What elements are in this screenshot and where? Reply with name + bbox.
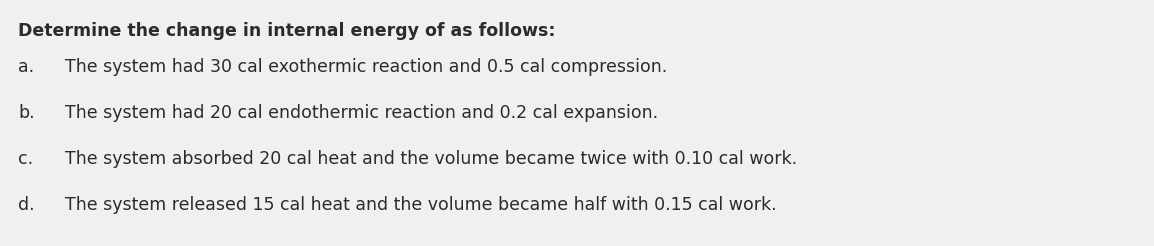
Text: The system had 20 cal endothermic reaction and 0.2 cal expansion.: The system had 20 cal endothermic reacti… — [65, 104, 658, 122]
Text: c.: c. — [18, 150, 33, 168]
Text: a.: a. — [18, 58, 35, 76]
Text: The system had 30 cal exothermic reaction and 0.5 cal compression.: The system had 30 cal exothermic reactio… — [65, 58, 667, 76]
Text: b.: b. — [18, 104, 35, 122]
Text: d.: d. — [18, 196, 35, 214]
Text: Determine the change in internal energy of as follows:: Determine the change in internal energy … — [18, 22, 555, 40]
Text: The system released 15 cal heat and the volume became half with 0.15 cal work.: The system released 15 cal heat and the … — [65, 196, 777, 214]
Text: The system absorbed 20 cal heat and the volume became twice with 0.10 cal work.: The system absorbed 20 cal heat and the … — [65, 150, 797, 168]
